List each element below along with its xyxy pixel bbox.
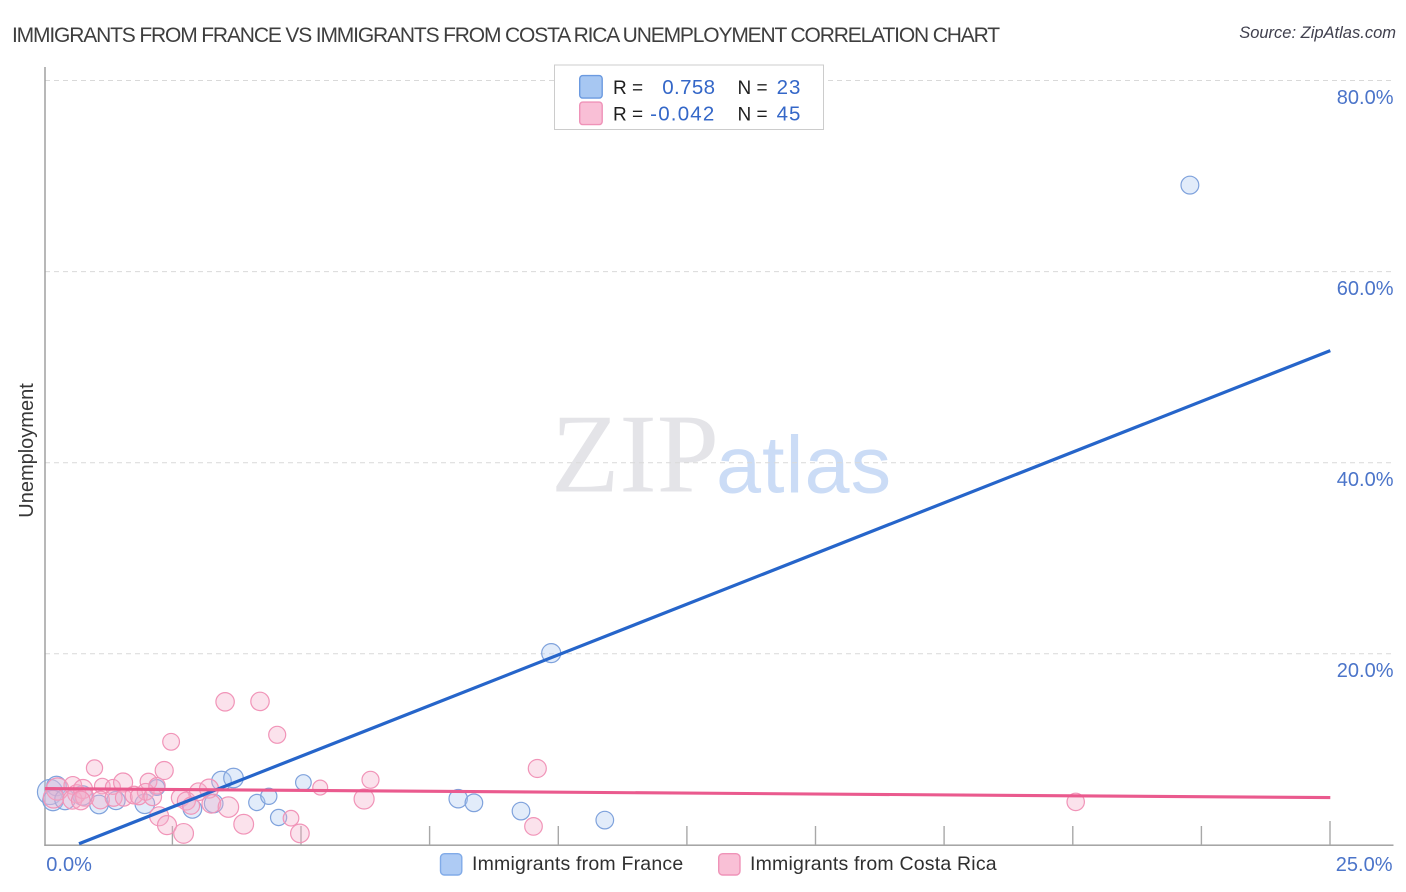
svg-text:IMMIGRANTS FROM FRANCE VS IMMI: IMMIGRANTS FROM FRANCE VS IMMIGRANTS FRO…	[12, 24, 1000, 47]
svg-text:20.0%: 20.0%	[1337, 660, 1394, 682]
svg-text:R =: R =	[613, 78, 643, 99]
svg-text:Unemployment: Unemployment	[16, 383, 38, 518]
svg-text:23: 23	[777, 76, 802, 99]
svg-text:R =: R =	[613, 105, 643, 126]
svg-text:atlas: atlas	[716, 421, 892, 511]
svg-text:0.758: 0.758	[662, 76, 715, 99]
svg-text:80.0%: 80.0%	[1337, 87, 1394, 109]
svg-text:Immigrants from France: Immigrants from France	[472, 853, 683, 875]
svg-text:N =: N =	[738, 78, 768, 99]
svg-text:60.0%: 60.0%	[1337, 278, 1394, 300]
svg-text:25.0%: 25.0%	[1336, 854, 1393, 876]
svg-text:40.0%: 40.0%	[1337, 469, 1394, 491]
svg-text:Source: ZipAtlas.com: Source: ZipAtlas.com	[1239, 24, 1396, 42]
svg-text:N =: N =	[738, 105, 768, 126]
svg-text:0.0%: 0.0%	[46, 854, 92, 876]
svg-text:ZIP: ZIP	[551, 393, 719, 517]
svg-text:Immigrants from Costa Rica: Immigrants from Costa Rica	[750, 853, 997, 875]
svg-text:-0.042: -0.042	[650, 103, 715, 126]
svg-text:45: 45	[777, 103, 802, 126]
